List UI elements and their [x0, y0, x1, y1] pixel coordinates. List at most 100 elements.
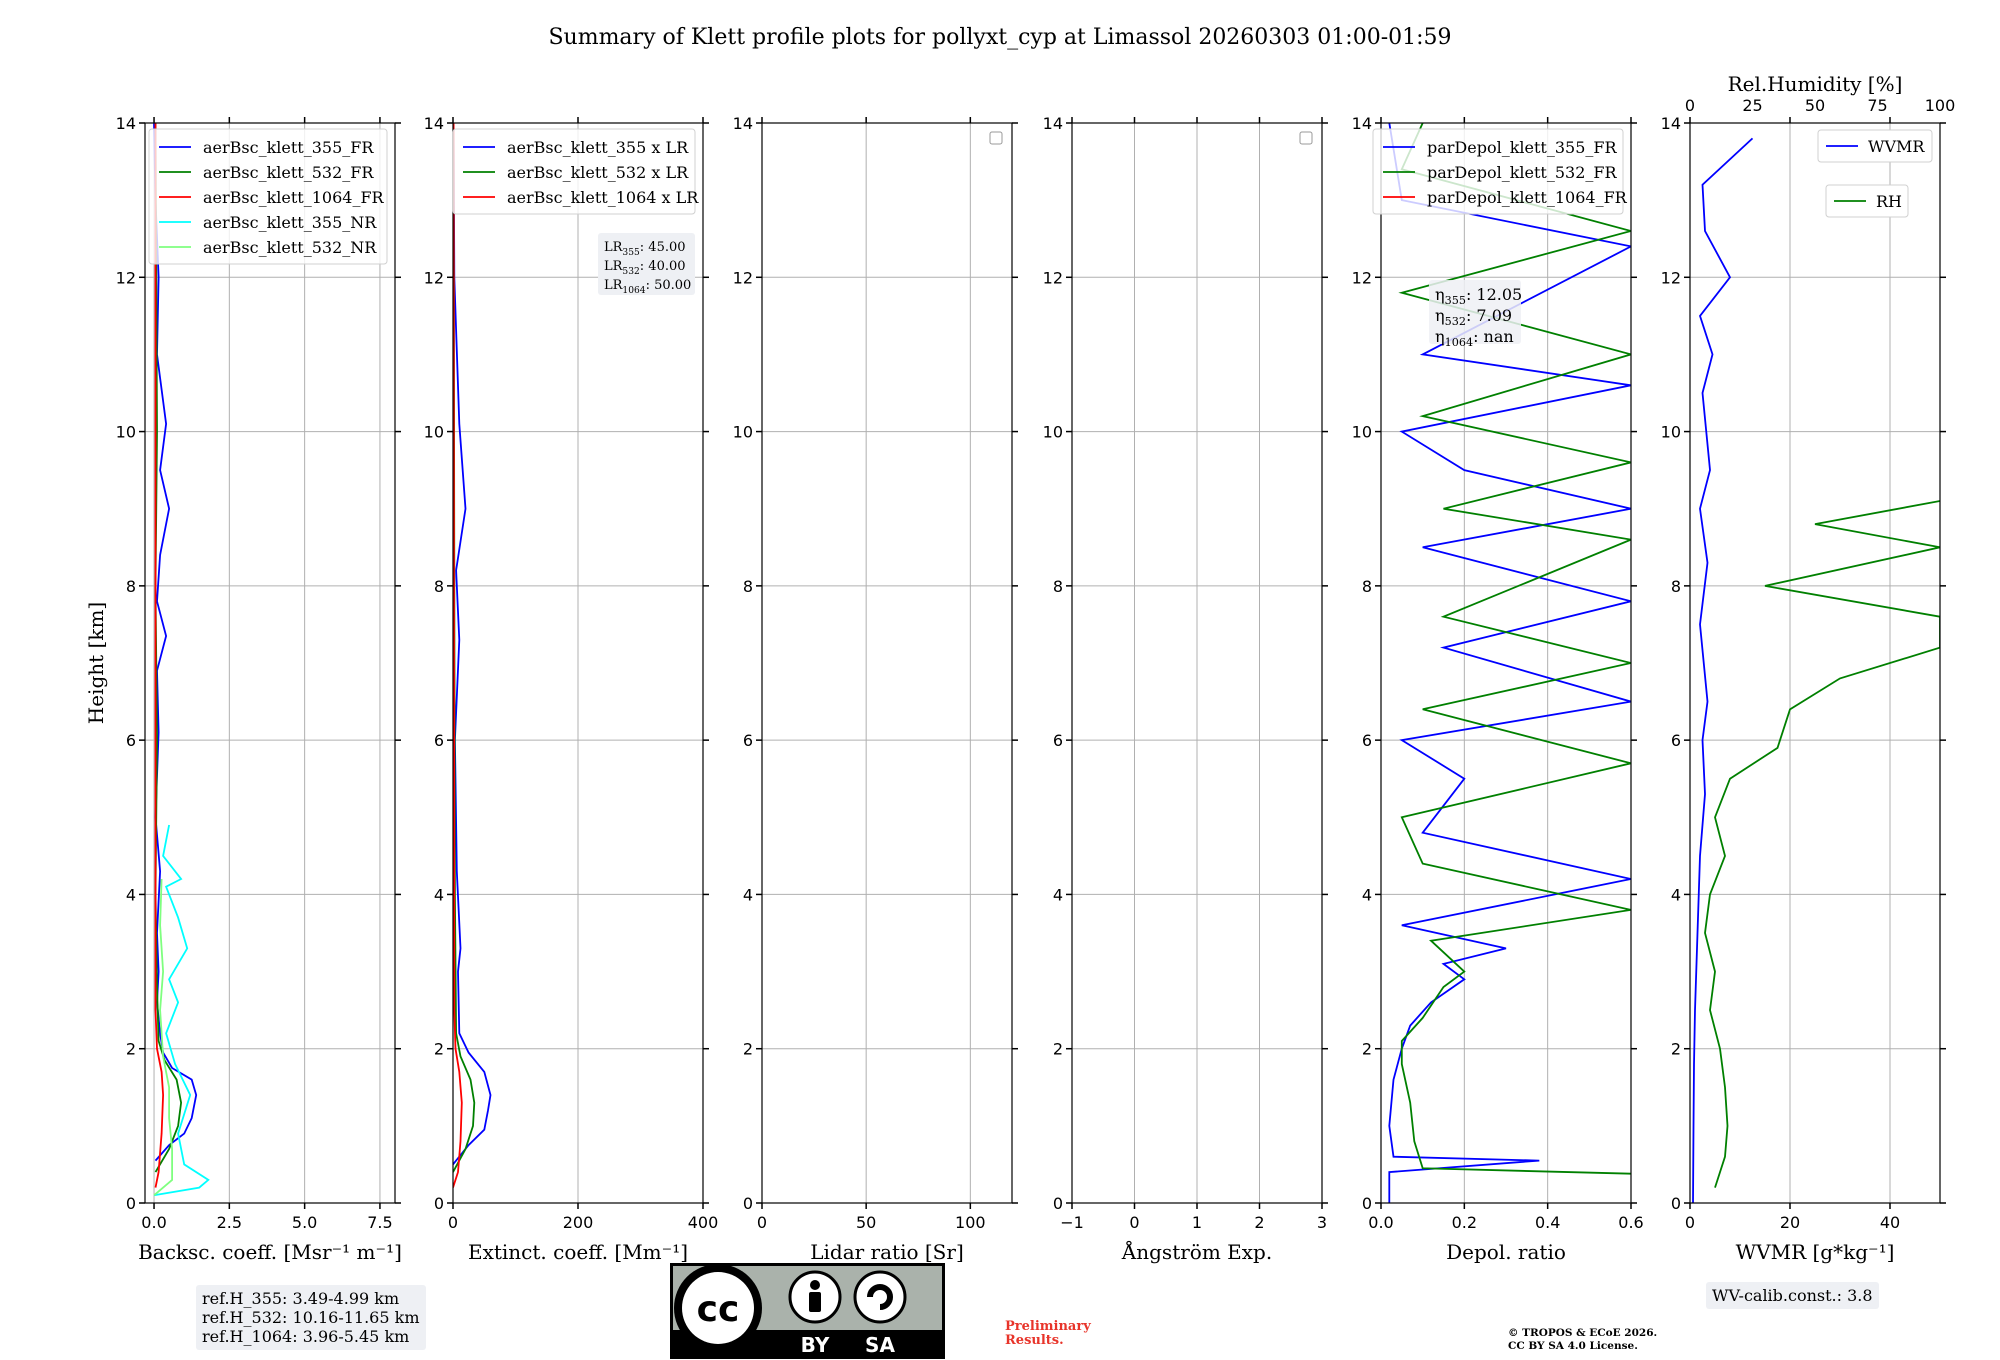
panel-frame [1380, 122, 1632, 1204]
sa-label: SA [865, 1333, 895, 1357]
y-tick-label: 8 [743, 577, 753, 596]
series-line-parDepol_klett_532_FR [1398, 123, 1631, 1175]
series-line-parDepol_klett_355_FR [1388, 123, 1631, 1203]
panel-frame [761, 122, 1013, 1204]
y-tick-label: 4 [126, 885, 136, 904]
lr-value: LR1064: 50.00 [604, 278, 691, 296]
x-tick-label: 0.4 [1535, 1213, 1560, 1232]
x-tick-label: 5.0 [292, 1213, 317, 1232]
y-tick-label: 12 [1352, 268, 1372, 287]
eta-value: η532: 7.09 [1435, 306, 1512, 328]
empty-legend-box [1299, 131, 1313, 145]
y-tick-label: 6 [126, 731, 136, 750]
y-tick-label: 10 [1043, 423, 1063, 442]
wv-calib-const: WV-calib.const.: 3.8 [1712, 1286, 1873, 1305]
y-tick-label: 12 [733, 268, 753, 287]
x-tick-label: 0 [1685, 1213, 1695, 1232]
x2-tick-label: 25 [1742, 96, 1762, 115]
legend-label: parDepol_klett_355_FR [1427, 138, 1618, 157]
y-tick-label: 2 [1671, 1040, 1681, 1059]
x2-tick-label: 75 [1867, 96, 1887, 115]
by-label: BY [801, 1333, 830, 1357]
x-tick-label: 0.0 [141, 1213, 166, 1232]
series-line-RH [1704, 500, 1940, 1188]
x-tick-label: 2.5 [217, 1213, 242, 1232]
y-tick-label: 4 [434, 885, 444, 904]
y-tick-label: 14 [733, 114, 753, 133]
wv-calib-box: WV-calib.const.: 3.8 [1706, 1282, 1879, 1309]
legend-box [1825, 184, 1909, 218]
y-tick-label: 8 [126, 577, 136, 596]
legend-label: aerBsc_klett_532 x LR [507, 163, 689, 182]
legend-label: parDepol_klett_1064_FR [1427, 188, 1628, 207]
x2-axis-label: Rel.Humidity [%] [1728, 72, 1903, 96]
y-tick-label: 0 [743, 1194, 753, 1213]
y-tick-label: 2 [434, 1040, 444, 1059]
empty-legend-box [989, 131, 1003, 145]
y-tick-label: 8 [1362, 577, 1372, 596]
x-tick-label: 40 [1880, 1213, 1900, 1232]
eta-value: η1064: nan [1435, 327, 1514, 349]
eta-value: η355: 12.05 [1435, 285, 1522, 307]
series-line-aerBsc_klett_1064_FR [154, 123, 165, 1188]
by-person-body [809, 1292, 821, 1312]
y-tick-label: 10 [733, 423, 753, 442]
y-tick-label: 0 [1671, 1194, 1681, 1213]
eta-info-box [1429, 280, 1521, 344]
x-tick-label: 50 [856, 1213, 876, 1232]
series-line-aerBsc_klett_532_NR [153, 878, 173, 1196]
x-tick-label: 3 [1317, 1213, 1327, 1232]
copyright-note: © TROPOS & ECoE 2026. CC BY SA 4.0 Licen… [1508, 1327, 1657, 1353]
y-tick-label: 6 [1053, 731, 1063, 750]
y-tick-label: 8 [1053, 577, 1063, 596]
legend-label: aerBsc_klett_1064 x LR [507, 188, 699, 207]
ref-height-532: ref.H_532: 10.16-11.65 km [202, 1308, 420, 1327]
panel-frame [1689, 122, 1941, 1204]
lr-value: LR355: 45.00 [604, 240, 686, 258]
ref-height-1064: ref.H_1064: 3.96-5.45 km [202, 1327, 410, 1346]
x-tick-label: 400 [688, 1213, 719, 1232]
lr-info-box [598, 233, 695, 295]
y-tick-label: 2 [1362, 1040, 1372, 1059]
x-tick-label: 2 [1254, 1213, 1264, 1232]
x-tick-label: 0 [448, 1213, 458, 1232]
x-axis-label: WVMR [g*kg⁻¹] [1736, 1240, 1895, 1264]
x-tick-label: 0.0 [1368, 1213, 1393, 1232]
x-tick-label: 0.2 [1452, 1213, 1477, 1232]
y-tick-label: 4 [1053, 885, 1063, 904]
y-tick-label: 12 [424, 268, 444, 287]
legend-label: parDepol_klett_532_FR [1427, 163, 1618, 182]
legend-box [1817, 129, 1933, 163]
series-line-aerBsc_klett_355 x LR [453, 123, 492, 1165]
x2-tick-label: 0 [1685, 96, 1695, 115]
y-tick-label: 6 [434, 731, 444, 750]
x-tick-label: 0.6 [1618, 1213, 1643, 1232]
y-tick-label: 14 [1661, 114, 1681, 133]
y-tick-label: 10 [424, 423, 444, 442]
copyright-line-2: CC BY SA 4.0 License. [1508, 1340, 1638, 1352]
legend-box [148, 128, 388, 265]
legend-label: aerBsc_klett_532_FR [203, 163, 374, 182]
panel-backscatter: 0 2 4 6 8 10 12 14 0.0 2.5 5.0 7.5 Backsc. coeff. [M… [84, 114, 402, 1264]
legend-label: aerBsc_klett_355_NR [203, 213, 377, 232]
legend-box [1372, 128, 1624, 215]
cc-by-sa-badge: cc BY SA [670, 1263, 945, 1359]
panel-lidar_ratio: 0 2 4 6 8 10 12 14 0 50 100 Lidar ratio [Sr] [733, 114, 1018, 1264]
y-tick-label: 4 [1362, 885, 1372, 904]
reference-height-box: ref.H_355: 3.49-4.99 km ref.H_532: 10.16… [196, 1285, 426, 1350]
y-tick-label: 6 [1362, 731, 1372, 750]
y-tick-label: 4 [743, 885, 753, 904]
y-tick-label: 12 [1043, 268, 1063, 287]
y-tick-label: 0 [1362, 1194, 1372, 1213]
ref-height-355: ref.H_355: 3.49-4.99 km [202, 1289, 400, 1308]
y-tick-label: 8 [434, 577, 444, 596]
x-axis-label: Backsc. coeff. [Msr⁻¹ m⁻¹] [138, 1240, 402, 1264]
y-axis-label: Height [km] [84, 602, 108, 724]
preliminary-line-1: Preliminary [1005, 1319, 1091, 1334]
x-axis-label: Ångström Exp. [1121, 1239, 1272, 1264]
y-tick-label: 2 [743, 1040, 753, 1059]
x-tick-label: 7.5 [367, 1213, 392, 1232]
cc-text: cc [697, 1289, 740, 1330]
y-tick-label: 10 [1352, 423, 1372, 442]
